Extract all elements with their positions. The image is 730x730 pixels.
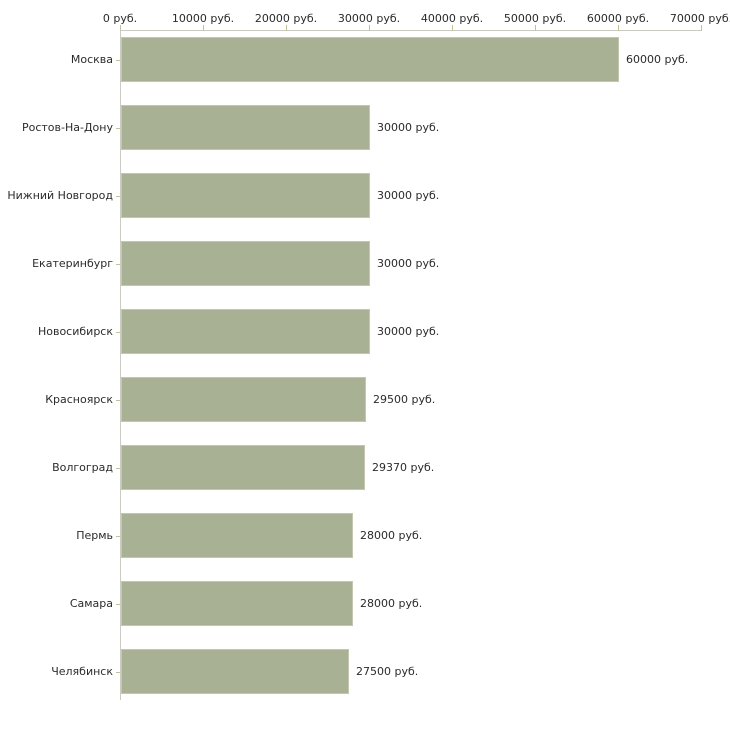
x-axis-tick bbox=[286, 25, 287, 31]
x-axis-tick-label: 60000 руб. bbox=[586, 12, 650, 25]
x-axis-tick-label: 20000 руб. bbox=[254, 12, 318, 25]
x-axis-tick bbox=[369, 25, 370, 31]
bar bbox=[121, 309, 370, 354]
value-label: 28000 руб. bbox=[360, 528, 423, 542]
x-axis-tick bbox=[618, 25, 619, 31]
value-label: 60000 руб. bbox=[626, 52, 689, 66]
value-label: 30000 руб. bbox=[377, 256, 440, 270]
x-axis-tick bbox=[120, 25, 121, 31]
bar bbox=[121, 173, 370, 218]
value-label: 28000 руб. bbox=[360, 596, 423, 610]
y-axis-tick bbox=[116, 263, 120, 265]
value-label: 30000 руб. bbox=[377, 324, 440, 338]
x-axis-tick bbox=[701, 25, 702, 31]
y-axis-tick bbox=[116, 467, 120, 469]
value-label: 30000 руб. bbox=[377, 188, 440, 202]
x-axis-tick bbox=[452, 25, 453, 31]
y-axis-tick bbox=[116, 603, 120, 605]
x-axis-tick-label: 50000 руб. bbox=[503, 12, 567, 25]
category-label: Ростов-На-Дону bbox=[21, 120, 113, 134]
bar bbox=[121, 377, 366, 422]
bar bbox=[121, 445, 365, 490]
y-axis-tick bbox=[116, 331, 120, 333]
y-axis-tick bbox=[116, 195, 120, 197]
x-axis-line bbox=[120, 30, 701, 31]
x-axis-tick-label: 30000 руб. bbox=[337, 12, 401, 25]
category-label: Челябинск bbox=[51, 664, 113, 678]
bar bbox=[121, 513, 353, 558]
y-axis-tick bbox=[116, 59, 120, 61]
category-label: Нижний Новгород bbox=[7, 188, 113, 202]
category-label: Екатеринбург bbox=[32, 256, 113, 270]
bar bbox=[121, 105, 370, 150]
y-axis-tick bbox=[116, 127, 120, 129]
y-axis-line bbox=[120, 30, 121, 700]
bar bbox=[121, 581, 353, 626]
value-label: 30000 руб. bbox=[377, 120, 440, 134]
y-axis-tick bbox=[116, 399, 120, 401]
value-label: 27500 руб. bbox=[356, 664, 419, 678]
bar bbox=[121, 37, 619, 82]
bar bbox=[121, 241, 370, 286]
x-axis-tick-label: 40000 руб. bbox=[420, 12, 484, 25]
x-axis-tick bbox=[535, 25, 536, 31]
category-label: Новосибирск bbox=[37, 324, 113, 338]
category-label: Волгоград bbox=[52, 460, 113, 474]
x-axis-tick-label: 10000 руб. bbox=[171, 12, 235, 25]
category-label: Москва bbox=[70, 52, 113, 66]
x-axis-tick-label: 0 руб. bbox=[102, 12, 138, 25]
category-label: Самара bbox=[69, 596, 113, 610]
y-axis-tick bbox=[116, 535, 120, 537]
x-axis-tick bbox=[203, 25, 204, 31]
category-label: Красноярск bbox=[45, 392, 113, 406]
x-axis-tick-label: 70000 руб. bbox=[669, 12, 730, 25]
y-axis-tick bbox=[116, 671, 120, 673]
value-label: 29370 руб. bbox=[372, 460, 435, 474]
category-label: Пермь bbox=[76, 528, 113, 542]
value-label: 29500 руб. bbox=[373, 392, 436, 406]
bar bbox=[121, 649, 349, 694]
